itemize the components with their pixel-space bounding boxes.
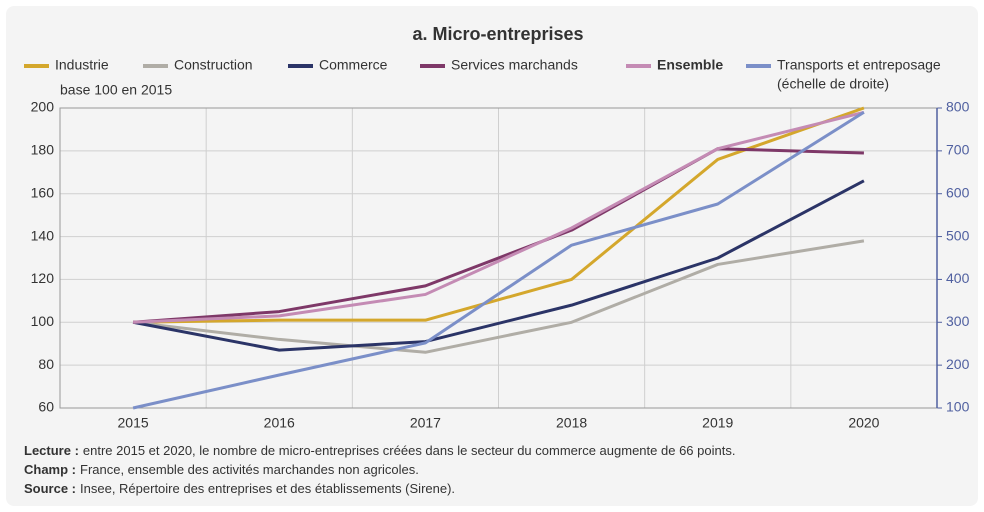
legend-label: Construction [174,57,253,73]
y-tick-label: 100 [31,313,55,329]
y2-tick-label: 300 [946,313,970,329]
note-label: Source : [24,481,76,496]
y2-tick-label: 600 [946,184,970,200]
legend-sublabel: (échelle de droite) [777,76,889,92]
y-tick-label: 120 [31,270,55,286]
legend-label: Services marchands [451,57,578,73]
x-tick-label: 2018 [556,415,587,431]
note-label: Champ : [24,462,76,477]
chart-title: a. Micro-entreprises [412,24,583,44]
x-tick-label: 2015 [118,415,149,431]
x-tick-label: 2017 [410,415,441,431]
y2-tick-label: 100 [946,399,970,415]
y-tick-label: 160 [31,184,55,200]
note-text: Insee, Répertoire des entreprises et des… [80,481,455,496]
y2-tick-label: 800 [946,99,970,115]
y2-tick-label: 200 [946,356,970,372]
y-tick-label: 80 [38,356,54,372]
x-tick-label: 2016 [264,415,295,431]
y2-tick-label: 700 [946,142,970,158]
note: Champ : France, ensemble des activités ma… [24,462,419,477]
series-line [132,179,865,352]
note: Source : Insee, Répertoire des entreprise… [24,481,455,496]
series-line [132,111,865,410]
y-tick-label: 140 [31,227,55,243]
series-line [132,239,865,354]
x-tick-label: 2020 [848,415,879,431]
note: Lecture : entre 2015 et 2020, le nombre d… [24,443,735,458]
y-tick-label: 200 [31,99,55,115]
note-label: Lecture : [24,443,79,458]
y-axis-label: base 100 en 2015 [60,82,172,98]
legend-label: Commerce [319,57,388,73]
x-tick-label: 2019 [702,415,733,431]
y-tick-label: 180 [31,142,55,158]
note-text: France, ensemble des activités marchande… [80,462,419,477]
note-text: entre 2015 et 2020, le nombre de micro-e… [83,443,736,458]
legend-label: Transports et entreposage [777,57,941,73]
series-line [132,147,864,324]
legend-label: Industrie [55,57,109,73]
y-tick-label: 60 [38,399,54,415]
series-line [133,110,865,324]
y2-tick-label: 400 [946,270,970,286]
legend-label: Ensemble [657,57,723,73]
y2-tick-label: 500 [946,227,970,243]
